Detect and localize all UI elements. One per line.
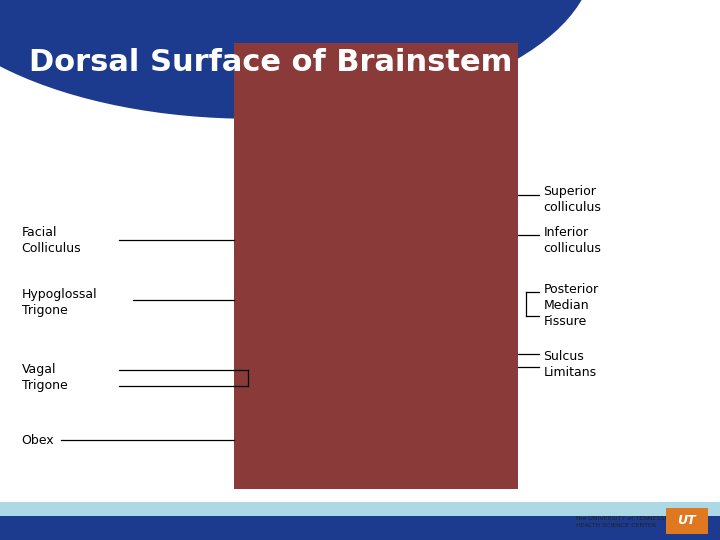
Text: Facial
Colliculus: Facial Colliculus [22, 226, 81, 255]
Bar [0, 516, 720, 540]
Text: Vagal
Trigone: Vagal Trigone [22, 363, 68, 393]
Text: UT: UT [678, 514, 696, 527]
Bar [234, 43, 518, 489]
FancyBboxPatch shape [666, 508, 708, 534]
Text: Obex: Obex [22, 434, 54, 447]
Text: Sulcus
Limitans: Sulcus Limitans [544, 350, 597, 379]
Text: Inferior
colliculus: Inferior colliculus [544, 226, 601, 255]
Polygon shape [58, 0, 624, 37]
Text: Superior
colliculus: Superior colliculus [544, 185, 601, 214]
Ellipse shape [0, 0, 594, 119]
Text: Posterior
Median
Fissure: Posterior Median Fissure [544, 282, 599, 328]
Bar [0, 502, 720, 516]
Text: Hypoglossal
Trigone: Hypoglossal Trigone [22, 288, 97, 317]
Text: the UNIVERSITY of TENNESSEE
HEALTH SCIENCE CENTER: the UNIVERSITY of TENNESSEE HEALTH SCIEN… [576, 516, 672, 528]
Text: Dorsal Surface of Brainstem: Dorsal Surface of Brainstem [29, 48, 512, 77]
